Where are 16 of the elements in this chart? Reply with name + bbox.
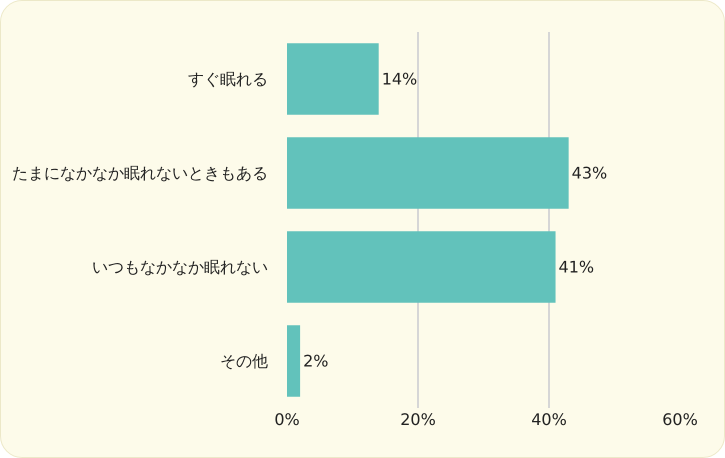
data-label: 41% [558, 258, 594, 276]
bar [287, 325, 300, 397]
bar [287, 43, 379, 115]
bar [287, 231, 556, 303]
bar [287, 137, 569, 209]
y-tick-label: たまになかなか眠れないときもある [12, 164, 268, 183]
x-tick-label: 0% [274, 410, 300, 429]
x-tick-label: 60% [662, 410, 698, 429]
data-label: 14% [382, 70, 418, 88]
y-tick-label: すぐ眠れる [188, 70, 268, 89]
data-label: 43% [572, 164, 608, 182]
data-label: 2% [303, 352, 328, 370]
x-tick-label: 40% [531, 410, 567, 429]
x-tick-label: 20% [400, 410, 436, 429]
y-tick-label: いつもなかなか眠れない [92, 258, 268, 277]
y-tick-label: その他 [220, 352, 268, 371]
